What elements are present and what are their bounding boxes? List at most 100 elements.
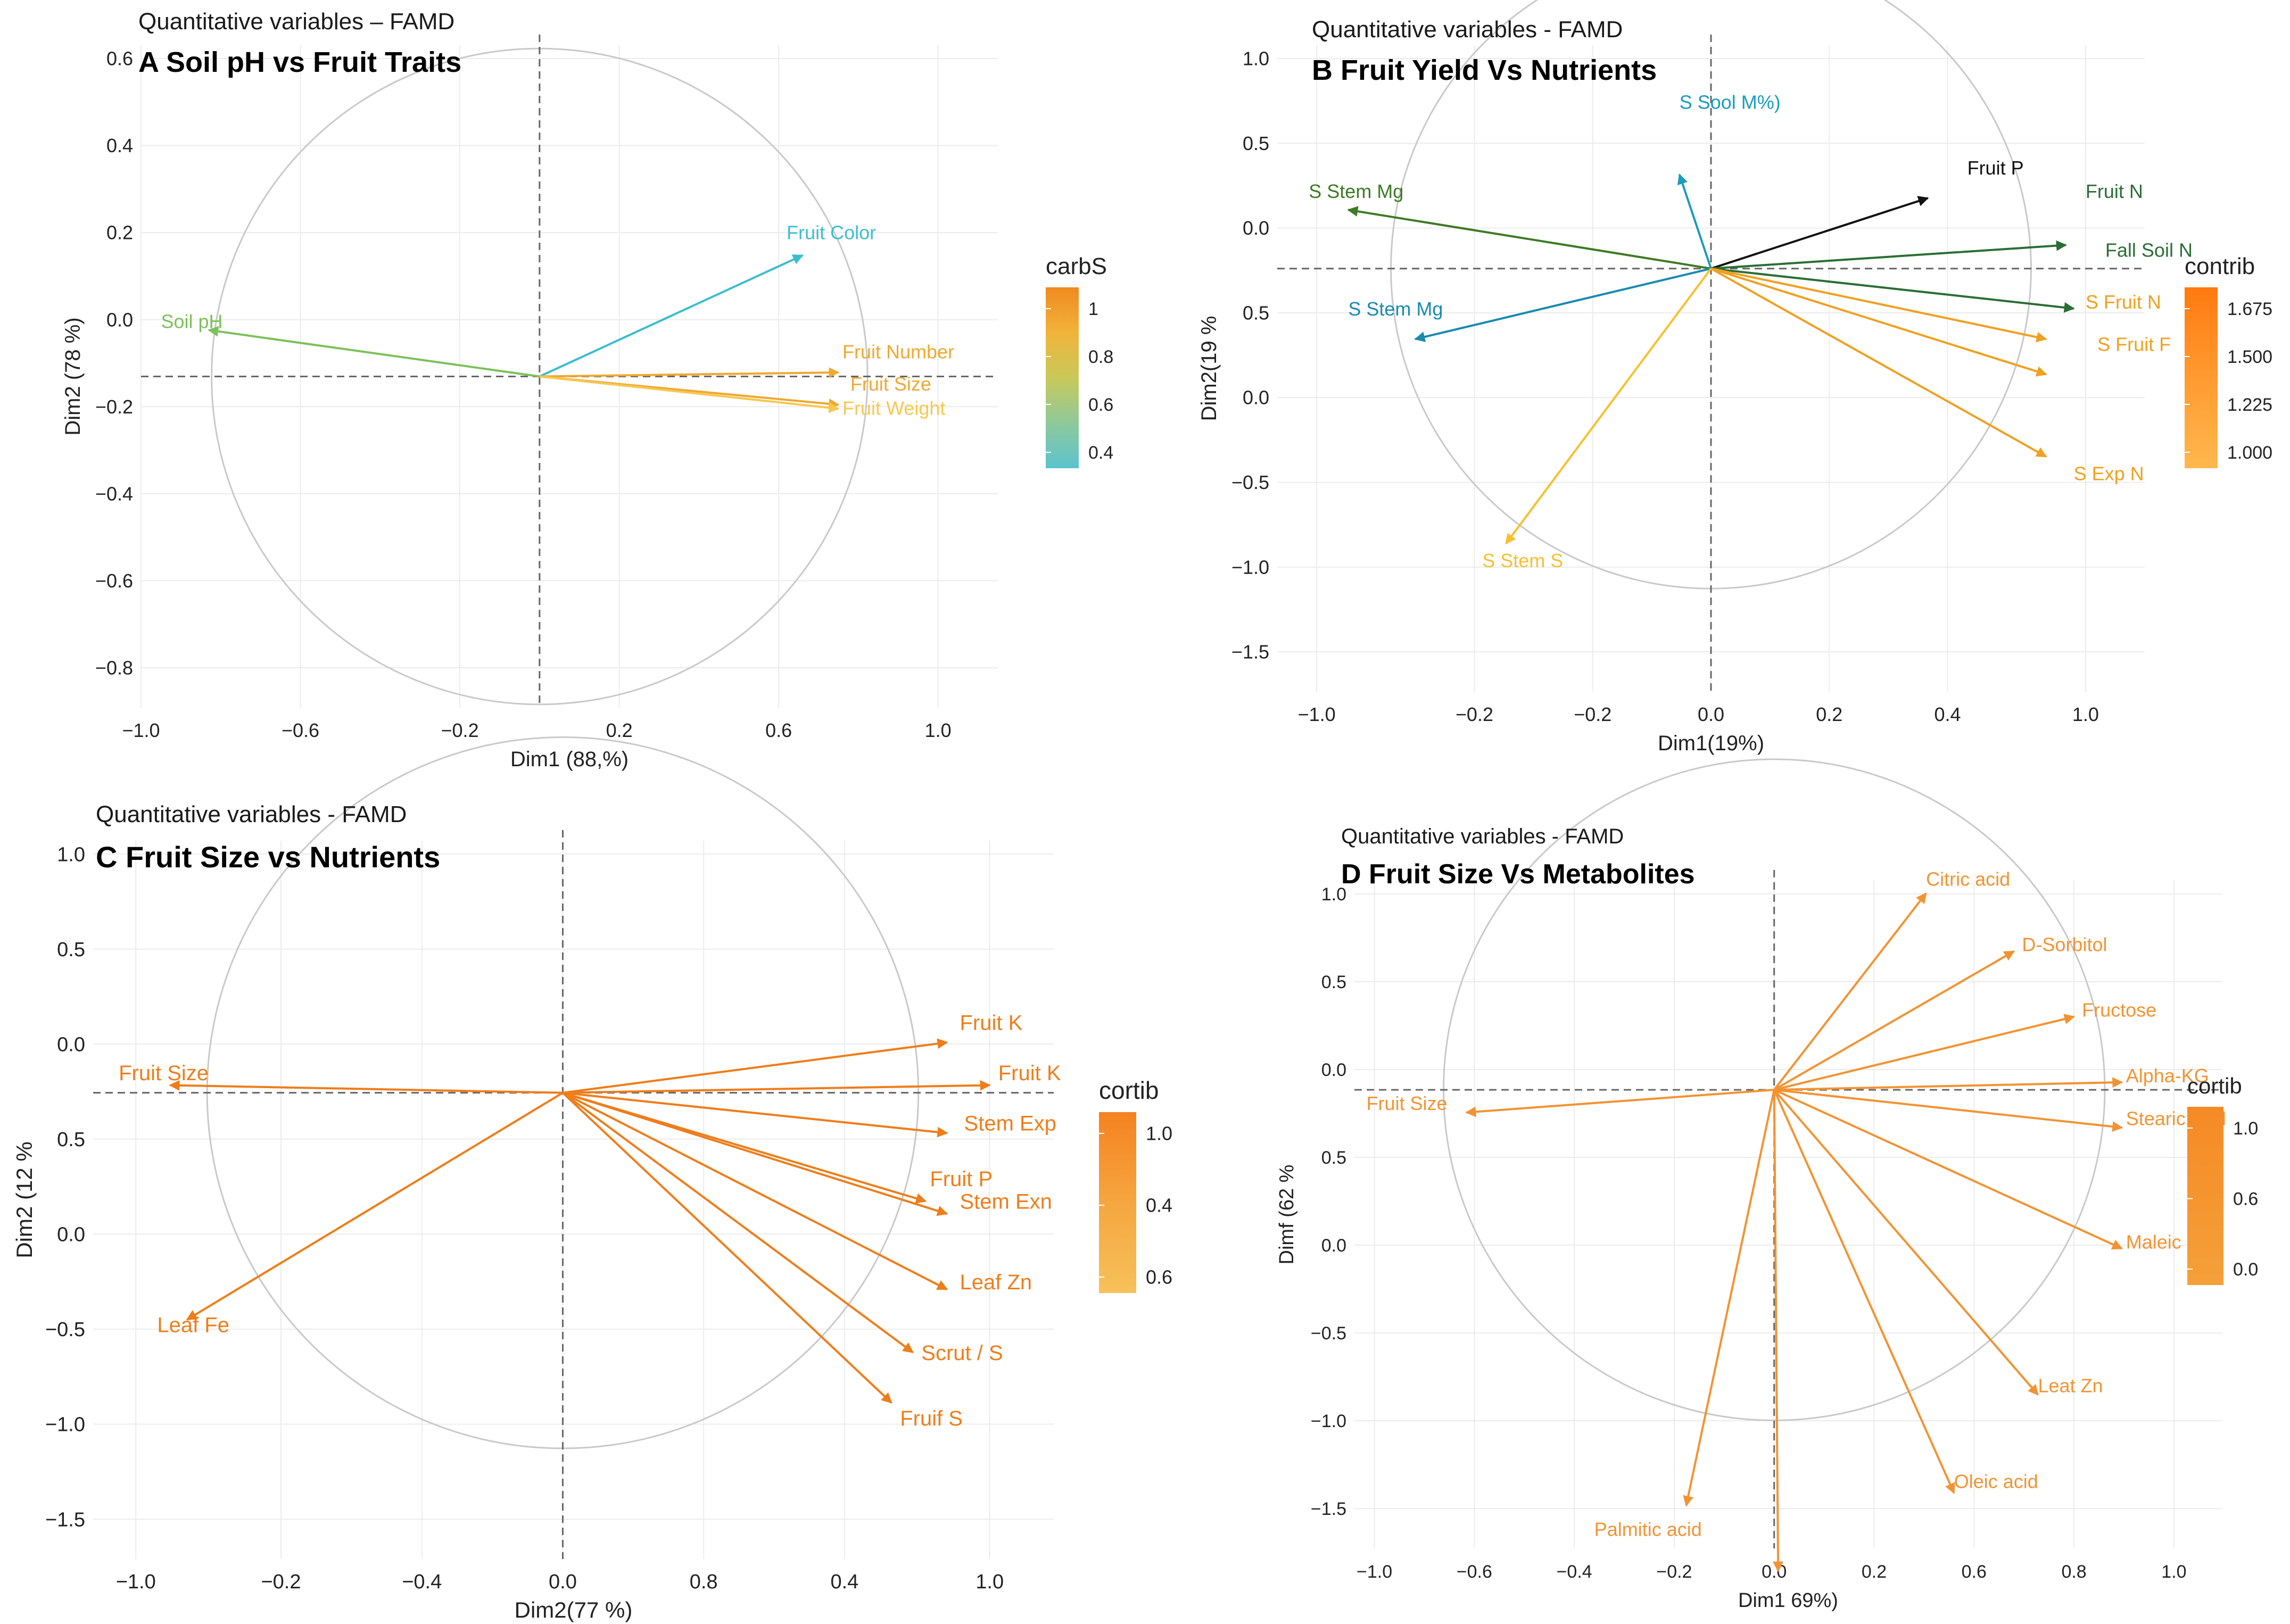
chart-a-title: A Soil pH vs Fruit Traits: [138, 46, 461, 78]
y-tick-label: −1.0: [45, 1414, 85, 1436]
vector-fruit-k-arrow: [563, 1038, 948, 1094]
y-tick-label: 0.5: [1321, 1148, 1346, 1168]
chart-d-legend-colorbar: [2187, 1107, 2223, 1285]
y-tick-label: 0.0: [57, 1224, 85, 1246]
chart-a-y-axis-label: Dim2 (78 %): [61, 317, 85, 435]
chart-b-svg: −1.0 −0.2 −0.2 0.0 0.2 0.4 1.0 1.0 0.5 0.0 0.5 0.0 −…: [1197, 0, 2272, 755]
vector-stem-exn-arrow: [562, 1091, 948, 1216]
chart-b-legend-colorbar: [2185, 287, 2218, 468]
vector-fruit-weight-arrow: [539, 375, 840, 413]
panel-a: −1.0 −0.6 −0.2 0.2 0.6 1.0 0.6 0.4 0.2 0.0 −0.2 −0.…: [0, 0, 1144, 788]
y-tick-label: −0.8: [95, 657, 133, 679]
chart-c-legend-colorbar: [1099, 1112, 1136, 1293]
vector-leat-zn-label: Leat Zn: [2038, 1374, 2103, 1396]
vector-soil-ph-label: Soil pH: [161, 310, 222, 332]
y-tick-label: 0.0: [1321, 1236, 1346, 1256]
vector-fruit-size-arrow: [1465, 1089, 1774, 1117]
x-tick-label: 0.2: [606, 719, 633, 741]
y-tick-label: 0.5: [57, 1129, 85, 1151]
chart-d-x-axis-label: Dim1 69%): [1738, 1589, 1838, 1612]
vector-s-stem-mg-arrow: [1347, 206, 1712, 270]
vector-leaf-fe-label: Leaf Fe: [157, 1314, 229, 1337]
x-tick-label: −0.4: [1557, 1562, 1592, 1582]
vector-citric-acid-arrow: [1773, 892, 1927, 1091]
chart-b-y-axis-label: Dim2(19 %: [1197, 316, 1221, 421]
x-tick-label: 0.4: [1934, 703, 1961, 725]
legend-label: 0.6: [2233, 1189, 2258, 1209]
vector-fruit-n-arrow: [1710, 240, 2067, 270]
vector-fruit-size-label: Fruit Size: [1367, 1092, 1448, 1114]
y-tick-label: 1.0: [57, 843, 85, 866]
vector-fruit-k-arrow: [563, 1080, 991, 1094]
legend-label: 1.675: [2227, 299, 2272, 319]
chart-d-title: D Fruit Size Vs Metabolites: [1341, 859, 1695, 890]
chart-c-title: C Fruit Size vs Nutrients: [96, 840, 440, 874]
vector-fruit-size-label: Fruit Size: [119, 1062, 209, 1085]
x-tick-label: 0.4: [830, 1571, 858, 1593]
vector-palmitic-acid-arrow: [1683, 1089, 1775, 1507]
chart-c-x-axis-label: Dim2(77 %): [515, 1597, 633, 1622]
panel-b: −1.0 −0.2 −0.2 0.0 0.2 0.4 1.0 1.0 0.5 0.0 0.5 0.0 −…: [1144, 0, 2290, 788]
x-tick-label: −0.6: [282, 719, 319, 741]
vector-s-exp-n-arrow: [1710, 267, 2047, 458]
vector-stearic-acid-arrow: [1774, 1089, 2123, 1132]
vector-unlabeled-arrow: [1773, 1090, 1784, 1572]
chart-a-svg: −1.0 −0.6 −0.2 0.2 0.6 1.0 0.6 0.4 0.2 0.0 −0.2 −0.…: [61, 9, 1113, 771]
y-tick-label: 0.4: [106, 135, 133, 156]
y-tick-label: −0.4: [95, 483, 133, 504]
y-tick-label: −0.2: [95, 396, 133, 418]
x-tick-label: 0.0: [549, 1571, 577, 1593]
chart-b-legend-title: contrib: [2185, 253, 2255, 279]
vector-fruit-n-label: Fruit N: [2086, 180, 2143, 202]
vector-fruit-p-label: Fruit P: [930, 1167, 993, 1191]
x-tick-label: −0.2: [1656, 1562, 1692, 1582]
x-tick-label: 0.0: [1762, 1562, 1787, 1582]
vector-fruit-weight-label: Fruit Weight: [842, 397, 945, 419]
vector-s-stem-mg-label: S Stem Mg: [1309, 180, 1403, 202]
x-tick-label: 0.8: [690, 1571, 718, 1593]
vector-d-sorbitol-arrow: [1773, 950, 2015, 1091]
y-tick-label: 1.0: [1243, 48, 1269, 70]
x-tick-label: −1.0: [1357, 1562, 1392, 1582]
vector-oleic-acid-label: Oleic acid: [1954, 1470, 2038, 1492]
y-tick-label: −1.5: [45, 1509, 85, 1531]
vector-fructose-arrow: [1774, 1014, 2076, 1091]
vector-s-fruit-n-arrow: [1710, 267, 2047, 343]
y-tick-label: 0.5: [57, 939, 85, 961]
vector-fruit-k-label: Fruit K: [960, 1011, 1023, 1034]
x-tick-label: −0.2: [261, 1571, 301, 1593]
vector-scrut-s-label: Scrut / S: [921, 1341, 1003, 1365]
x-tick-label: 0.6: [1962, 1562, 1987, 1582]
legend-label: 0.6: [1146, 1266, 1172, 1288]
vector-soil-ph-arrow: [208, 326, 540, 378]
legend-label: 1.225: [2227, 395, 2272, 415]
x-tick-label: −1.0: [1298, 703, 1336, 725]
y-tick-label: 0.0: [57, 1033, 85, 1056]
y-tick-label: 0.0: [1243, 217, 1269, 239]
x-tick-label: 1.0: [975, 1571, 1004, 1593]
chart-d-legend-title: cortib: [2187, 1073, 2242, 1098]
x-tick-label: −0.4: [402, 1571, 442, 1593]
chart-a-legend-title: carbS: [1046, 253, 1107, 279]
y-tick-label: 0.2: [106, 222, 133, 244]
vector-s-fruit-n-label: S Fruit N: [2086, 291, 2161, 313]
y-tick-label: −1.0: [1311, 1411, 1346, 1431]
vector-scrut-s-arrow: [562, 1092, 914, 1354]
chart-c-legend-title: cortib: [1099, 1076, 1159, 1104]
x-tick-label: −1.0: [122, 719, 160, 741]
y-tick-label: 0.5: [1243, 302, 1269, 324]
vector-s-fruit-f-label: S Fruit F: [2097, 333, 2171, 355]
x-tick-label: 1.0: [2161, 1562, 2186, 1582]
vector-s-exp-n-label: S Exp N: [2074, 462, 2144, 484]
vector-fall-soil-n-arrow: [1710, 267, 2075, 313]
vector-s-stem-mg-arrow: [1414, 267, 1712, 342]
vector-fruif-s-label: Fruif S: [900, 1407, 963, 1430]
vector-s-stem-s-label: S Stem S: [1482, 550, 1563, 571]
x-tick-label: −0.2: [441, 719, 479, 741]
vector-stem-exp-label: Stem Exp: [964, 1112, 1056, 1136]
y-tick-label: 0.0: [1243, 387, 1269, 409]
x-tick-label: 0.0: [1698, 703, 1724, 725]
y-tick-label: 0.0: [106, 309, 133, 330]
x-tick-label: 0.6: [765, 719, 792, 741]
x-tick-label: −1.0: [116, 1571, 156, 1593]
